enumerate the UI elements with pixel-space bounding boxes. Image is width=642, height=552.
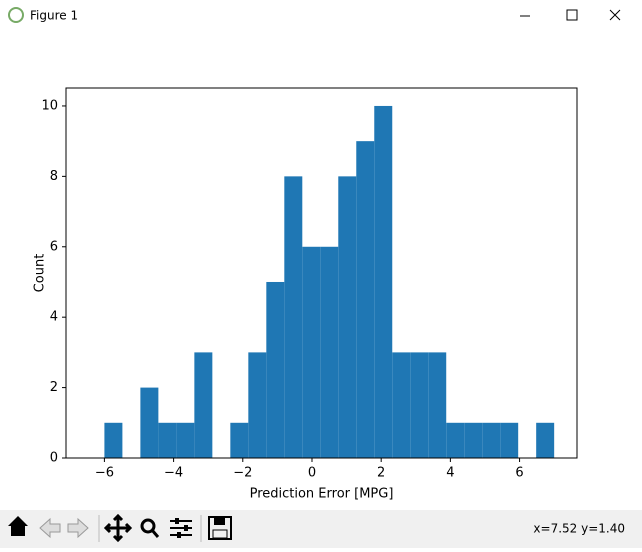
y-tick-label: 0 (50, 451, 58, 466)
save-button[interactable] (208, 516, 232, 540)
bar (266, 281, 285, 458)
bar (320, 246, 339, 458)
bar (194, 352, 213, 458)
maximize-button[interactable] (566, 9, 578, 21)
home-button[interactable] (8, 516, 28, 536)
bar (464, 422, 483, 458)
configure-button[interactable] (170, 518, 192, 538)
bar (482, 422, 501, 458)
app-icon (8, 7, 24, 23)
bar (140, 387, 159, 458)
bar (428, 352, 447, 458)
x-tick-label: 0 (308, 466, 316, 481)
x-tick-label: 2 (377, 466, 385, 481)
pan-button[interactable] (103, 513, 133, 543)
x-tick-label: 4 (446, 466, 454, 481)
back-button[interactable] (39, 517, 61, 539)
bar (338, 176, 357, 458)
window-title: Figure 1 (30, 9, 78, 23)
y-tick-label: 2 (50, 380, 58, 395)
y-axis-label: Count (33, 254, 48, 293)
status-text: x=7.52 y=1.40 (533, 522, 625, 536)
forward-button[interactable] (67, 517, 89, 539)
bar (410, 352, 429, 458)
bar (302, 246, 321, 458)
bar (248, 352, 267, 458)
y-tick-label: 8 (50, 169, 58, 184)
bar (356, 141, 375, 459)
x-tick-label: −2 (233, 466, 252, 481)
title-bar (0, 0, 642, 31)
x-axis-label: Prediction Error [MPG] (250, 487, 394, 502)
bar (104, 422, 123, 458)
bar (158, 422, 177, 458)
zoom-button[interactable] (140, 518, 160, 538)
x-tick-label: 6 (515, 466, 523, 481)
bar (230, 422, 249, 458)
x-tick-label: −6 (95, 466, 114, 481)
bar (500, 422, 519, 458)
bar (536, 422, 555, 458)
bar (284, 176, 303, 458)
close-button[interactable] (609, 9, 621, 21)
y-tick-label: 6 (50, 239, 58, 254)
plot: −6 −4 −2 0 2 4 6 0 2 4 6 8 10 Prediction Error [MPG] C… (33, 87, 578, 502)
x-tick-label: −4 (164, 466, 183, 481)
bar (176, 422, 195, 458)
bar (374, 105, 393, 458)
y-tick-label: 10 (41, 98, 58, 113)
bar (392, 352, 411, 458)
bar (446, 422, 465, 458)
axes-frame (65, 87, 578, 459)
y-tick-label: 4 (50, 310, 58, 325)
